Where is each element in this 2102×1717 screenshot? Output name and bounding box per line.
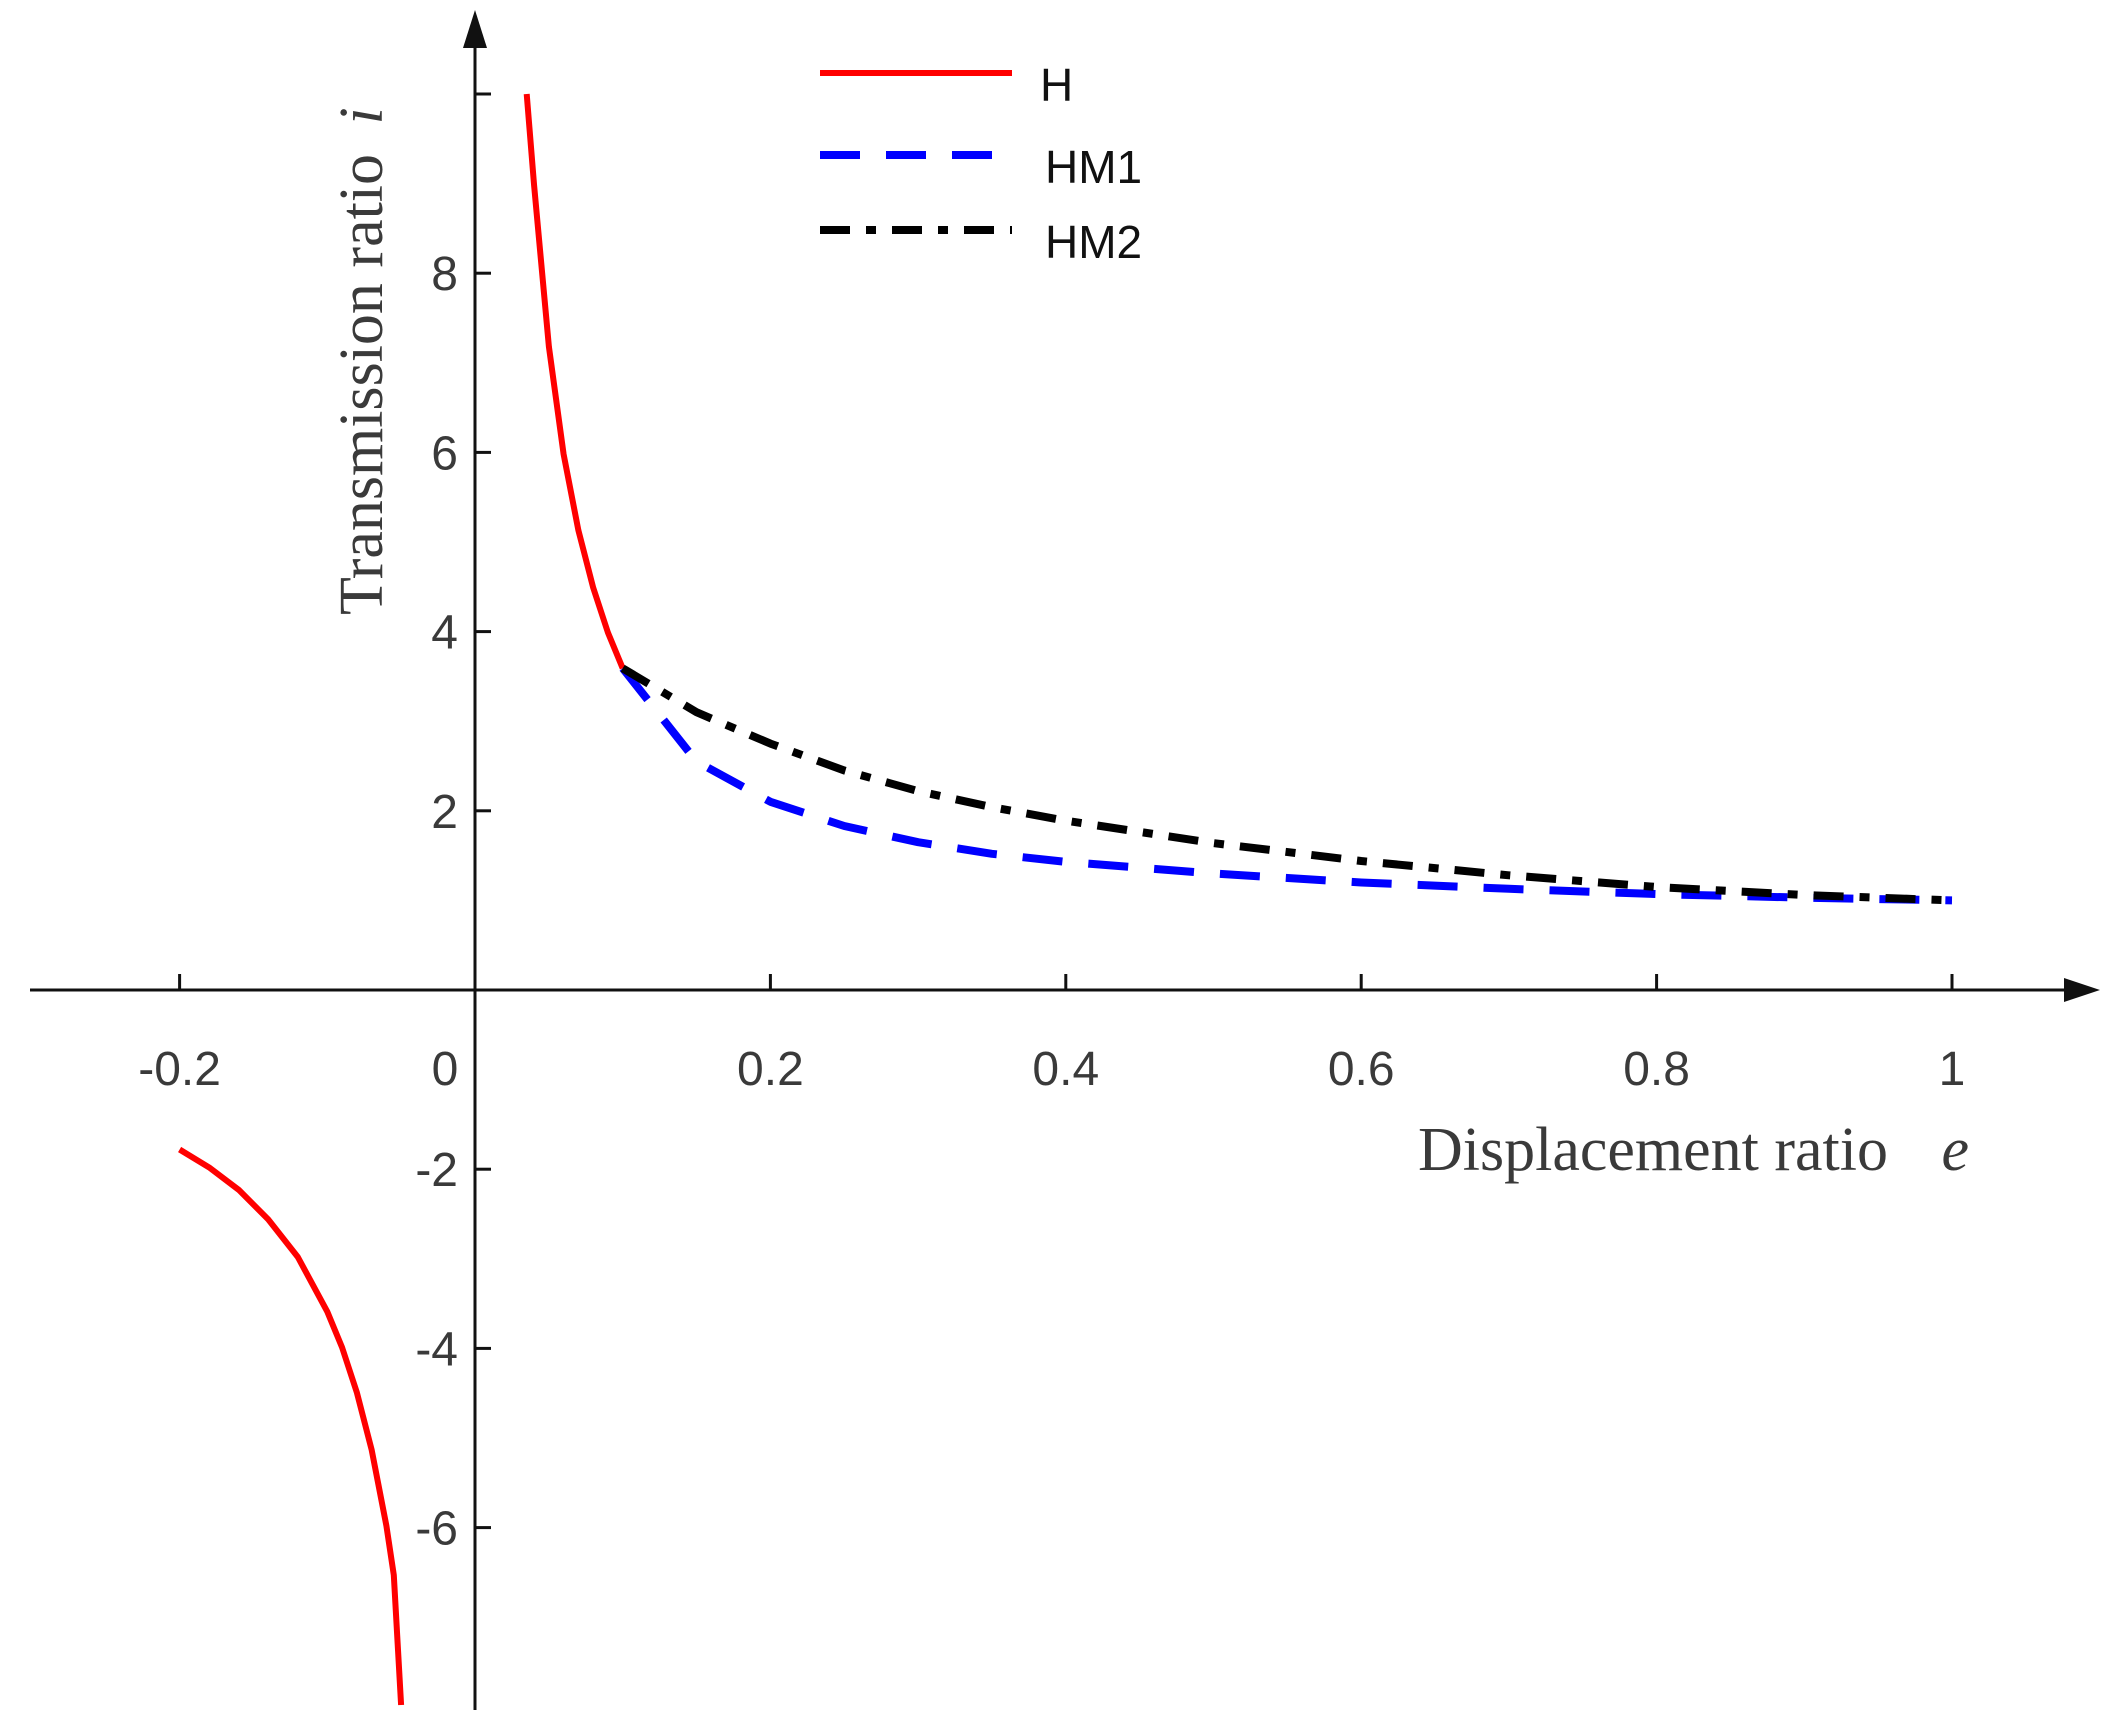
y-tick-label: -4 bbox=[415, 1323, 458, 1376]
y-axis-title: Transmission ratio i bbox=[328, 107, 396, 615]
series-line-H-segment-0 bbox=[523, 93, 626, 670]
y-axis-variable: i bbox=[328, 107, 396, 124]
axes bbox=[30, 10, 2100, 1710]
x-tick-label: -0.2 bbox=[138, 1043, 221, 1096]
x-tick-label: 0.2 bbox=[737, 1043, 804, 1096]
y-tick-label: 4 bbox=[431, 607, 458, 660]
series-line-HM1-segment-0 bbox=[619, 665, 1953, 905]
x-axis-arrow bbox=[2064, 978, 2100, 1002]
x-axis-title-text: Displacement ratio bbox=[1418, 1116, 1888, 1184]
y-tick-label: 2 bbox=[431, 786, 458, 839]
y-tick-label: -6 bbox=[415, 1503, 458, 1556]
y-axis-arrow bbox=[463, 10, 487, 48]
y-tick-label: 6 bbox=[431, 427, 458, 480]
x-tick-label: 1 bbox=[1939, 1043, 1966, 1096]
legend: H HM1 HM2 bbox=[820, 59, 1142, 268]
x-tick-label: 0 bbox=[432, 1043, 459, 1096]
legend-label-HM2: HM2 bbox=[1045, 216, 1142, 268]
x-tick-label: 0.6 bbox=[1328, 1043, 1395, 1096]
x-tick-label: 0.4 bbox=[1032, 1043, 1099, 1096]
y-tick-label: -2 bbox=[415, 1144, 458, 1197]
y-axis-title-text: Transmission ratio bbox=[328, 154, 396, 615]
x-tick-label: 0.8 bbox=[1623, 1043, 1690, 1096]
x-ticks: -0.2 0 0.2 0.4 0.6 0.8 1 bbox=[138, 974, 1965, 1096]
legend-label-HM1: HM1 bbox=[1045, 141, 1142, 193]
y-ticks: -6 -4 -2 2 4 6 8 bbox=[415, 92, 491, 1556]
series-line-HM2-segment-0 bbox=[620, 664, 1953, 905]
x-axis-title: Displacement ratio e bbox=[1418, 1116, 1969, 1184]
legend-label-H: H bbox=[1040, 59, 1073, 111]
series-layer bbox=[178, 93, 1953, 1706]
x-axis-variable: e bbox=[1942, 1116, 1970, 1184]
series-line-H-segment-1 bbox=[178, 1146, 405, 1706]
y-tick-label: 8 bbox=[431, 248, 458, 301]
